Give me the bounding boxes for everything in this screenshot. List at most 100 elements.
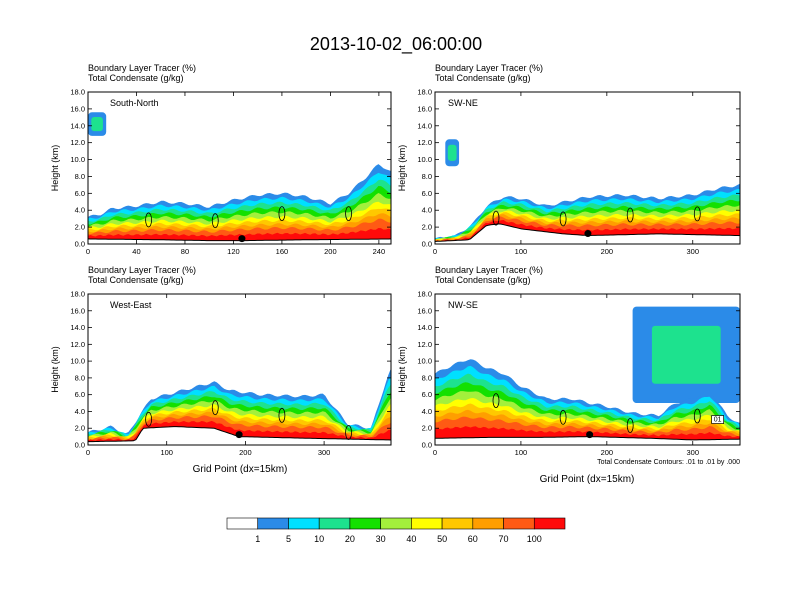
y-tick-label: 8.0 [422, 373, 432, 382]
condensate-contour [492, 210, 500, 226]
condensate-contour [145, 212, 153, 228]
colorbar-label: 30 [376, 534, 386, 544]
tracer-field [88, 368, 391, 445]
y-tick-label: 18.0 [417, 290, 432, 299]
panel-1: 0.0 2.0 4.0 6.0 8.0 10.0 12.0 14.0 16.0 18.0 0 40 80… [50, 63, 392, 256]
colorbar-swatch [288, 517, 320, 530]
panel-label: SW-NE [448, 98, 478, 108]
field-label: Boundary Layer Tracer (%) [88, 63, 196, 73]
terrain [435, 436, 740, 445]
y-tick-label: 12.0 [70, 340, 85, 349]
x-tick-label: 0 [86, 448, 90, 457]
colorbar-swatch [533, 517, 566, 530]
reference-marker [238, 235, 246, 243]
terrain [88, 426, 391, 445]
upper-cloud-inner [447, 144, 457, 161]
colorbar-label: 10 [314, 534, 324, 544]
colorbar-label: 40 [406, 534, 416, 544]
y-tick-label: 4.0 [422, 206, 432, 215]
y-tick-label: 2.0 [75, 424, 85, 433]
condensate-contour [278, 206, 286, 222]
colorbar: 1 5 10 20 30 40 50 60 70 100 [226, 517, 566, 544]
x-axis-label-right: Grid Point (dx=15km) [540, 474, 635, 485]
colorbar-swatch [257, 517, 289, 530]
y-tick-label: 12.0 [417, 138, 432, 147]
y-tick-label: 2.0 [422, 424, 432, 433]
y-tick-label: 4.0 [75, 407, 85, 416]
y-axis-label: Height (km) [50, 346, 60, 393]
x-tick-label: 0 [86, 247, 90, 256]
plot-frame [434, 293, 741, 446]
colorbar-label: 60 [468, 534, 478, 544]
y-tick-label: 8.0 [422, 172, 432, 181]
y-tick-label: 12.0 [70, 138, 85, 147]
panel-3: 0.0 2.0 4.0 6.0 8.0 10.0 12.0 14.0 16.0 18.0 0 100 2… [50, 265, 392, 457]
x-tick-label: 300 [318, 448, 331, 457]
y-tick-label: 0.0 [75, 441, 85, 450]
x-tick-label: 200 [239, 448, 252, 457]
upper-cloud-inner [91, 116, 103, 132]
x-tick-label: 0 [433, 448, 437, 457]
y-tick-label: 18.0 [70, 88, 85, 97]
colorbar-swatch [472, 517, 504, 530]
plot-frame [87, 91, 392, 245]
plot-frame [87, 293, 392, 446]
panels: 0.0 2.0 4.0 6.0 8.0 10.0 12.0 14.0 16.0 18.0 0 40 80… [50, 63, 741, 457]
reference-marker [235, 431, 243, 439]
condensate-contour [345, 206, 352, 222]
y-tick-label: 14.0 [417, 323, 432, 332]
condensate-contour [278, 407, 286, 423]
y-tick-label: 10.0 [70, 155, 85, 164]
y-tick-label: 6.0 [75, 390, 85, 399]
field-label: Boundary Layer Tracer (%) [88, 265, 196, 275]
y-axis-label: Height (km) [397, 346, 407, 393]
y-tick-label: 8.0 [75, 373, 85, 382]
condensate-contour [626, 207, 634, 223]
x-tick-label: 300 [686, 247, 699, 256]
x-tick-label: 200 [324, 247, 337, 256]
colorbar-swatch [349, 517, 381, 530]
tracer-field [88, 112, 391, 244]
colorbar-label: 100 [527, 534, 542, 544]
x-tick-label: 80 [181, 247, 189, 256]
tracer-field [435, 139, 740, 244]
y-tick-label: 16.0 [417, 306, 432, 315]
contour-label: Total Condensate (g/kg) [435, 275, 531, 285]
x-tick-label: 40 [132, 247, 140, 256]
y-tick-label: 14.0 [417, 121, 432, 130]
panel-4: 0.0 2.0 4.0 6.0 8.0 10.0 12.0 14.0 16.0 18.0 0 100 2… [397, 265, 741, 457]
y-tick-label: 2.0 [75, 223, 85, 232]
colorbar-label: 70 [499, 534, 509, 544]
x-tick-label: 100 [515, 448, 528, 457]
x-tick-label: 300 [686, 448, 699, 457]
x-tick-label: 0 [433, 247, 437, 256]
y-tick-label: 18.0 [70, 290, 85, 299]
tracer-field [435, 306, 740, 445]
contour-value-box [711, 415, 724, 424]
field-label: Boundary Layer Tracer (%) [435, 63, 543, 73]
panel-label: South-North [110, 98, 159, 108]
y-tick-label: 14.0 [70, 121, 85, 130]
y-tick-label: 10.0 [417, 155, 432, 164]
contour-label: Total Condensate (g/kg) [88, 73, 184, 83]
y-axis-label: Height (km) [397, 145, 407, 192]
y-tick-label: 6.0 [75, 189, 85, 198]
y-tick-label: 0.0 [422, 240, 432, 249]
terrain [435, 223, 740, 244]
reference-marker [584, 230, 592, 238]
colorbar-swatch [441, 517, 474, 530]
field-label: Boundary Layer Tracer (%) [435, 265, 543, 275]
colorbar-label: 5 [286, 534, 291, 544]
condensate-contour [345, 425, 352, 440]
panel-label: West-East [110, 300, 152, 310]
colorbar-swatch [226, 517, 259, 530]
y-tick-label: 6.0 [422, 390, 432, 399]
x-tick-label: 160 [276, 247, 289, 256]
x-tick-label: 200 [601, 247, 614, 256]
y-tick-label: 6.0 [422, 189, 432, 198]
y-tick-label: 16.0 [70, 306, 85, 315]
plot-frame [434, 91, 741, 245]
y-axis-label: Height (km) [50, 145, 60, 192]
y-tick-label: 16.0 [70, 104, 85, 113]
